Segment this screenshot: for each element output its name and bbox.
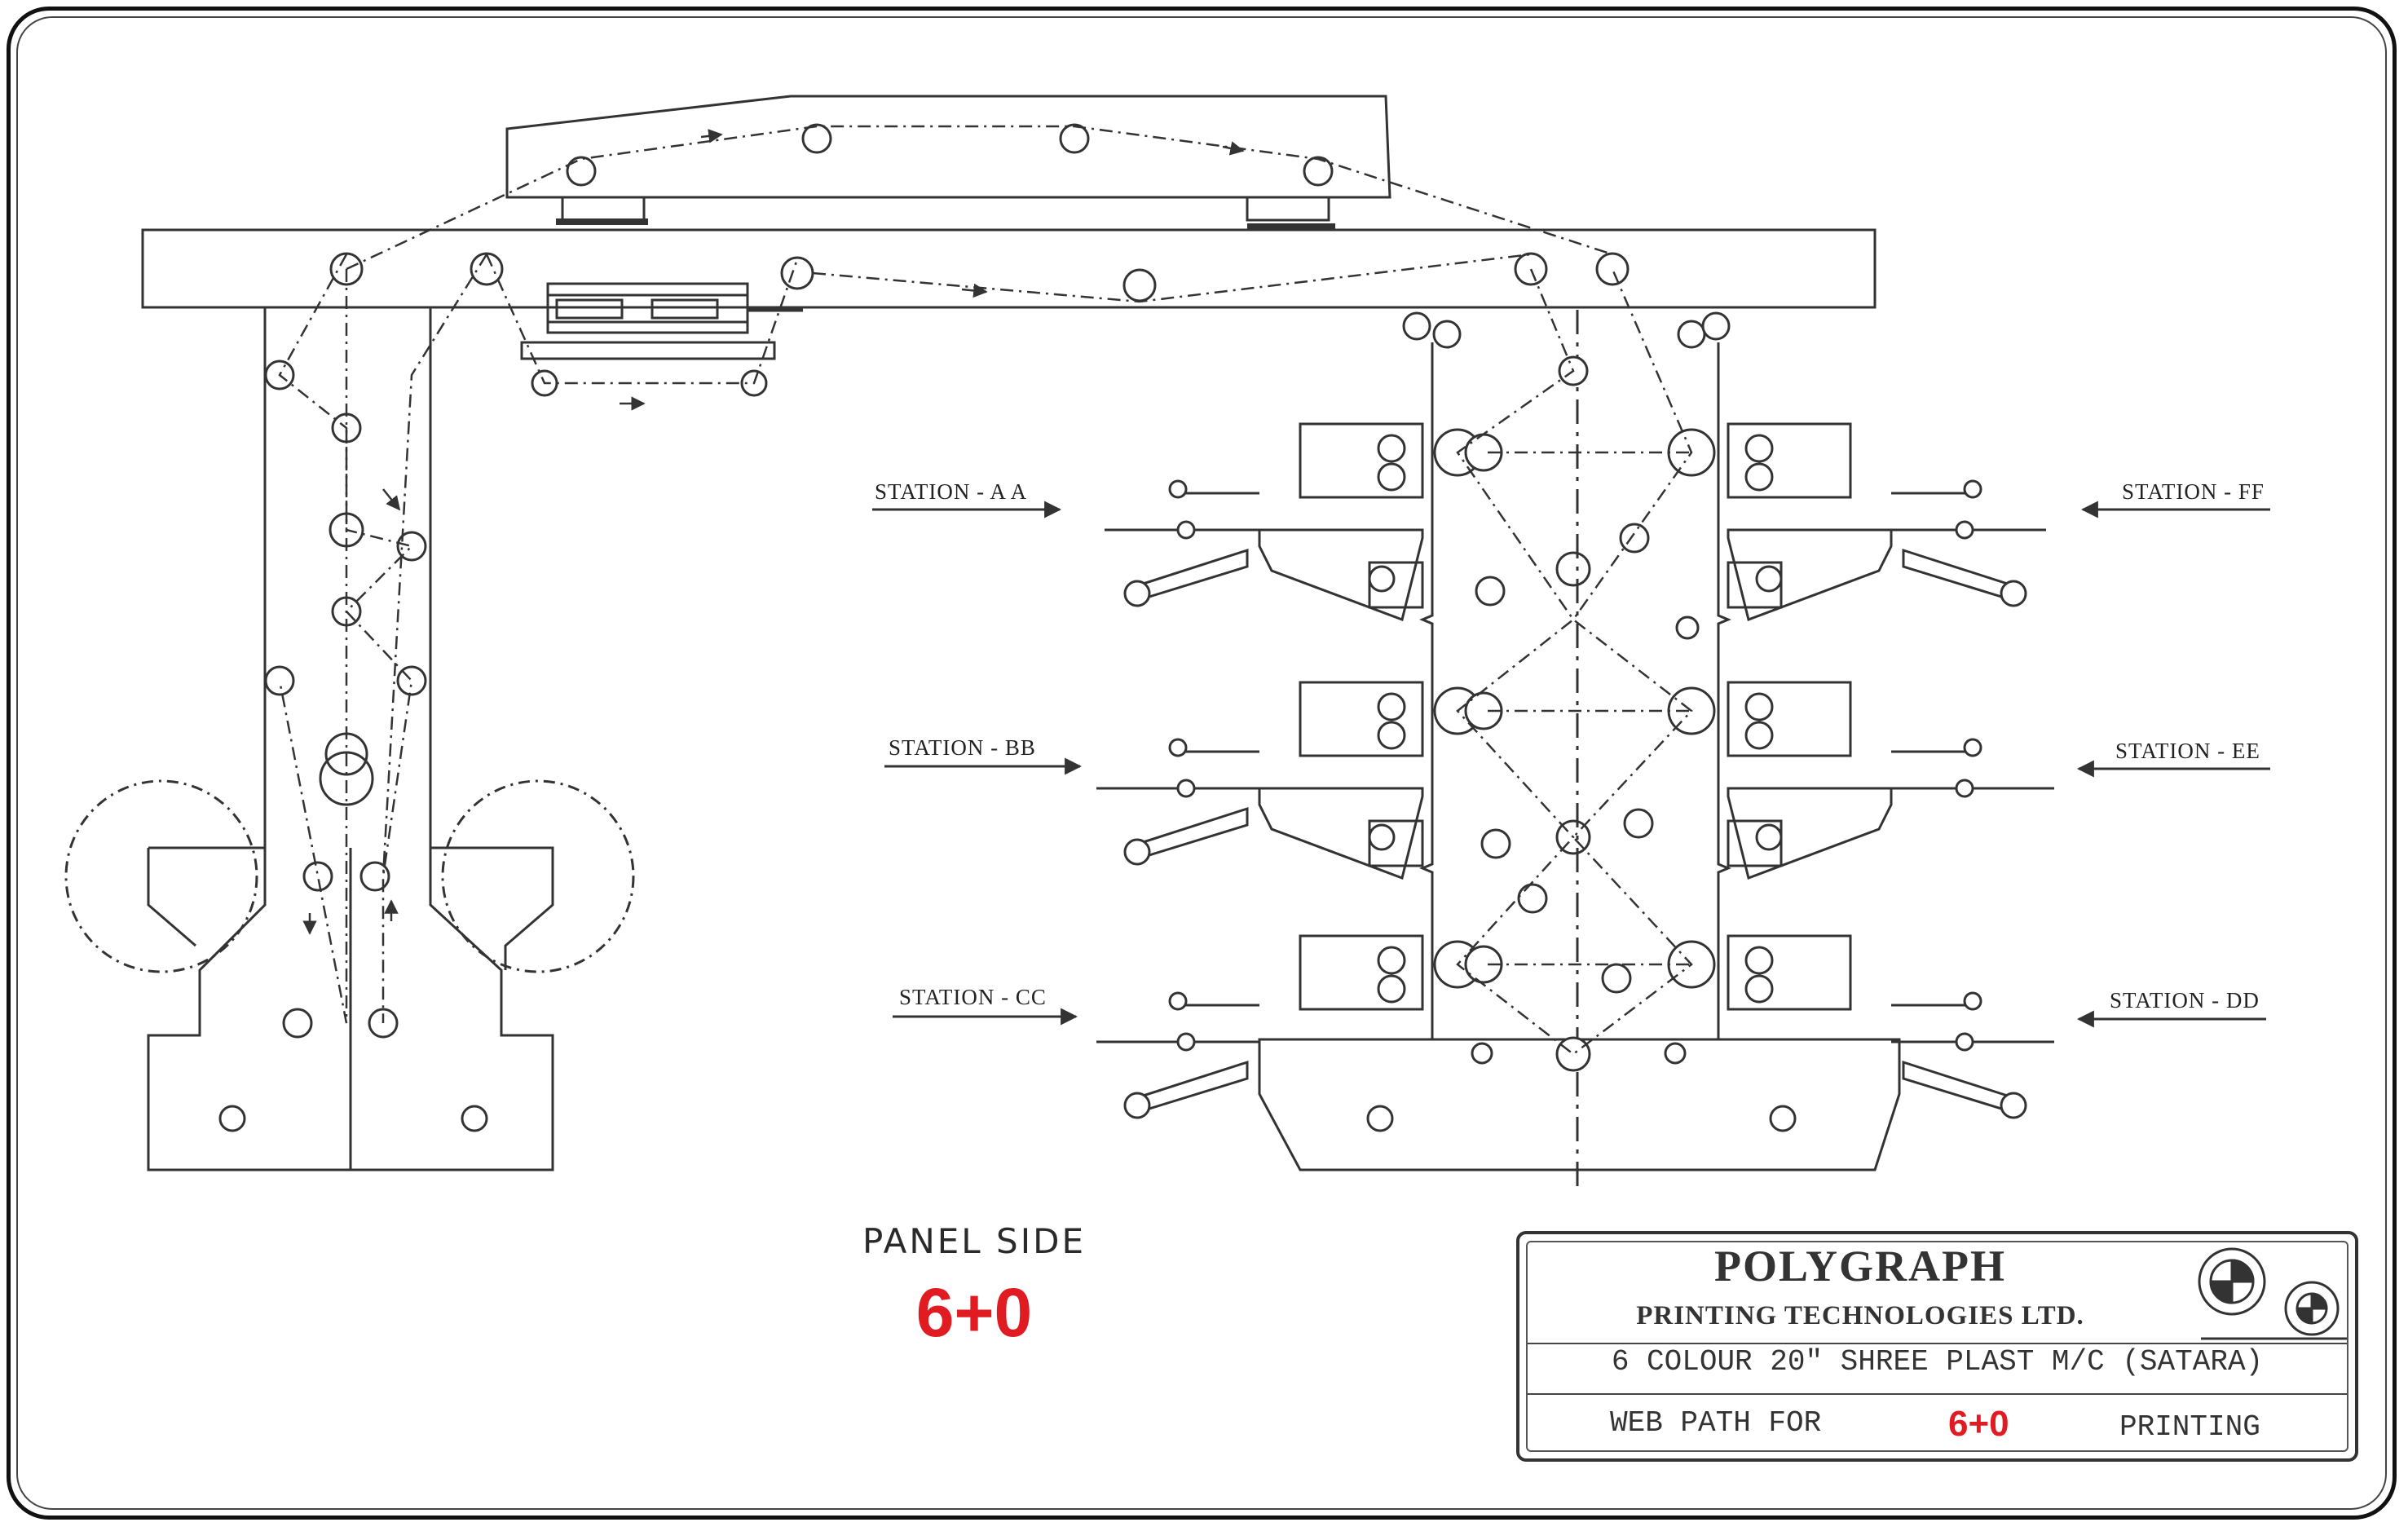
station-label-ff: STATION - FF bbox=[2122, 479, 2265, 504]
panel-side-code: 6+0 bbox=[915, 1274, 1033, 1351]
polygraph-logo-icon bbox=[2198, 1247, 2348, 1340]
ink-units-right bbox=[1727, 422, 2054, 1119]
web-path-suffix: PRINTING bbox=[2119, 1410, 2260, 1444]
web-path-prefix: WEB PATH FOR bbox=[1610, 1406, 1822, 1440]
stack-entry-rollers bbox=[1402, 311, 1731, 349]
top-frame bbox=[141, 95, 1877, 309]
top-idler-rollers bbox=[329, 123, 1630, 302]
title-block-dividers bbox=[1526, 1343, 2348, 1395]
station-label-aa: STATION - A A bbox=[875, 479, 1027, 504]
drawing-inner-border bbox=[16, 16, 2387, 1510]
web-direction-arrows bbox=[302, 129, 1245, 935]
bridge-dryer-unit bbox=[520, 282, 803, 397]
ink-units-left bbox=[1096, 422, 1424, 1119]
drawing-outer-border bbox=[7, 7, 2397, 1520]
company-name: POLYGRAPH bbox=[1713, 1242, 2007, 1291]
station-label-ee: STATION - EE bbox=[2115, 739, 2260, 763]
station-label-dd: STATION - DD bbox=[2110, 988, 2260, 1013]
panel-side-label: PANEL SIDE bbox=[862, 1221, 1086, 1261]
title-block bbox=[1516, 1231, 2358, 1462]
web-path-line bbox=[278, 125, 1693, 1056]
title-block-inner bbox=[1526, 1241, 2348, 1452]
station-arrows bbox=[872, 501, 2270, 1028]
company-subtitle: PRINTING TECHNOLOGIES LTD. bbox=[1636, 1301, 2084, 1330]
station-label-bb: STATION - BB bbox=[889, 735, 1036, 760]
unwind-stand bbox=[64, 307, 635, 1171]
web-path-code: 6+0 bbox=[1948, 1404, 2009, 1444]
station-label-cc: STATION - CC bbox=[899, 985, 1047, 1009]
machine-description: 6 COLOUR 20" SHREE PLAST M/C (SATARA) bbox=[1611, 1345, 2264, 1379]
